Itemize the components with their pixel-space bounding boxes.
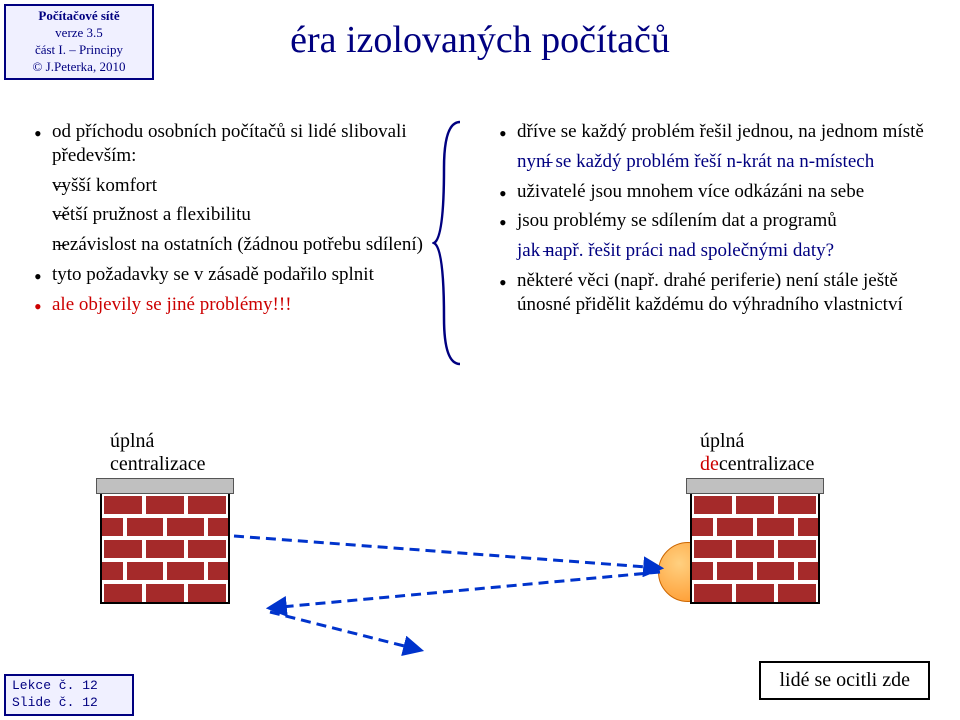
slide-title: éra izolovaných počítačů — [0, 18, 960, 62]
right-sub-1: nyní se každý problém řeší n-krát na n-m… — [495, 150, 930, 174]
left-sub-2: větší pružnost a flexibilitu — [30, 203, 465, 227]
curly-brace-icon — [432, 118, 468, 368]
left-sub-3: nezávislost na ostatních (žádnou potřebu… — [30, 233, 465, 257]
label-left-1: úplná — [110, 430, 154, 452]
wall-cap — [686, 478, 824, 494]
diagram-area: úplná centralizace úplná decentralizace — [0, 430, 960, 670]
label-left-2: centralizace — [110, 453, 205, 475]
right-sub-3: jak např. řešit práci nad společnými dat… — [495, 239, 930, 263]
left-bullet-3: ale objevily se jiné problémy!!! — [30, 293, 465, 317]
footer-badge: Lekce č. 12 Slide č. 12 — [4, 674, 134, 716]
footer-line1: Lekce č. 12 — [12, 678, 126, 695]
left-bullet-1: od příchodu osobních počítačů si lidé sl… — [30, 120, 465, 168]
left-sub-1: vyšší komfort — [30, 174, 465, 198]
left-bullet-2: tyto požadavky se v zásadě podařilo spln… — [30, 263, 465, 287]
right-bullet-2: uživatelé jsou mnohem více odkázáni na s… — [495, 180, 930, 204]
label-right-2a: de — [700, 453, 719, 475]
left-column: od příchodu osobních počítačů si lidé sl… — [30, 120, 465, 322]
footer-callout-text: lidé se ocitli zde — [779, 669, 910, 691]
footer-line2: Slide č. 12 — [12, 695, 126, 712]
label-centralization: úplná centralizace — [110, 430, 205, 476]
right-bullet-3: jsou problémy se sdílením dat a programů — [495, 209, 930, 233]
zigzag-arrow-icon — [210, 500, 710, 665]
label-right-1: úplná — [700, 430, 744, 452]
wall-cap — [96, 478, 234, 494]
right-bullet-4: některé věci (např. drahé periferie) nen… — [495, 269, 930, 317]
right-bullet-1: dříve se každý problém řešil jednou, na … — [495, 120, 930, 144]
footer-callout: lidé se ocitli zde — [759, 661, 930, 700]
label-right-2b: centralizace — [719, 453, 814, 475]
content-columns: od příchodu osobních počítačů si lidé sl… — [30, 120, 930, 322]
label-decentralization: úplná decentralizace — [700, 430, 814, 476]
right-column: dříve se každý problém řešil jednou, na … — [495, 120, 930, 322]
